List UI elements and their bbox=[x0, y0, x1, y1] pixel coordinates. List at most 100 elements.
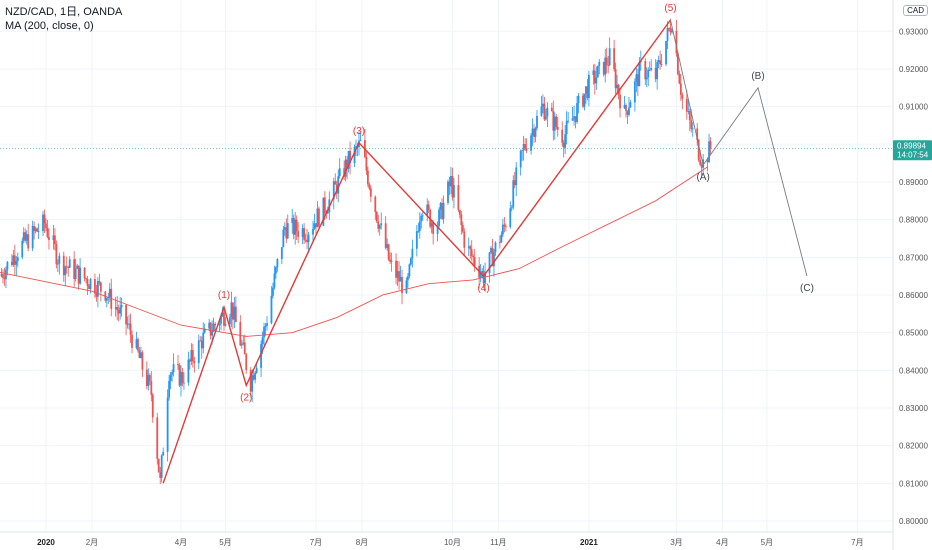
candle-body bbox=[129, 323, 132, 335]
candle-body bbox=[625, 104, 627, 111]
candle-body bbox=[583, 93, 586, 107]
y-tick-label: 0.87000 bbox=[899, 253, 928, 262]
candle-body bbox=[148, 375, 151, 382]
candle-body bbox=[473, 257, 476, 266]
candle-body bbox=[68, 259, 71, 268]
candle-body bbox=[699, 159, 702, 165]
candle-body bbox=[399, 276, 402, 282]
candle-body bbox=[233, 306, 236, 320]
candle-body bbox=[169, 374, 172, 381]
candle-body bbox=[409, 258, 412, 265]
candle-body bbox=[33, 226, 36, 231]
candle-body bbox=[145, 369, 148, 387]
candle-body bbox=[62, 255, 65, 276]
candle-body bbox=[421, 215, 424, 217]
candle-body bbox=[295, 219, 298, 232]
candle-body bbox=[700, 164, 703, 168]
candle-body bbox=[221, 312, 224, 317]
candle-body bbox=[525, 148, 528, 151]
chart-legend: NZD/CAD, 1日, OANDA MA (200, close, 0) bbox=[5, 5, 122, 33]
candle-body bbox=[140, 352, 142, 358]
candle-body bbox=[83, 267, 86, 279]
y-tick-label: 0.89000 bbox=[899, 178, 928, 187]
candle-body bbox=[190, 350, 193, 362]
candle-body bbox=[536, 115, 538, 129]
candle-body bbox=[417, 231, 420, 232]
candle-body bbox=[565, 120, 568, 135]
wave-label-b: (B) bbox=[751, 71, 764, 82]
x-tick-label: 5月 bbox=[219, 538, 231, 547]
candle-body bbox=[442, 202, 445, 219]
candle-body bbox=[159, 472, 162, 478]
candle-body bbox=[479, 273, 482, 278]
candle-body bbox=[266, 323, 268, 326]
candle-body bbox=[147, 375, 150, 387]
candle-body bbox=[119, 307, 122, 314]
candle-body bbox=[365, 157, 368, 171]
candle-body bbox=[168, 380, 171, 398]
candle-body bbox=[263, 326, 265, 338]
candle-body bbox=[203, 328, 206, 333]
candle-body bbox=[504, 226, 507, 228]
candle-body bbox=[260, 344, 262, 368]
candle-body bbox=[530, 135, 532, 151]
candle-body bbox=[602, 61, 605, 75]
candle-body bbox=[34, 228, 37, 231]
candle-body bbox=[128, 323, 130, 325]
x-tick-label: 3月 bbox=[670, 538, 682, 547]
candle-body bbox=[212, 323, 215, 332]
candle-body bbox=[387, 244, 390, 260]
candle-body bbox=[671, 30, 673, 33]
candle-body bbox=[656, 62, 659, 80]
candle-body bbox=[571, 118, 574, 121]
price-tag-box bbox=[893, 140, 932, 161]
candle-body bbox=[303, 228, 305, 240]
candle-body bbox=[89, 278, 92, 290]
candle-body bbox=[301, 228, 304, 237]
candle-body bbox=[98, 281, 101, 283]
candle-body bbox=[467, 246, 470, 248]
candle-body bbox=[243, 342, 246, 355]
candle-body bbox=[501, 224, 504, 235]
candle-body bbox=[316, 208, 319, 228]
candle-body bbox=[585, 86, 587, 94]
candle-body bbox=[151, 394, 154, 418]
candle-body bbox=[668, 27, 670, 29]
y-tick-label: 0.80000 bbox=[899, 517, 928, 526]
candle-body bbox=[114, 307, 117, 309]
candle-body bbox=[696, 128, 699, 140]
candle-body bbox=[564, 134, 567, 148]
candle-body bbox=[626, 110, 629, 115]
candle-body bbox=[200, 340, 203, 349]
candle-body bbox=[306, 239, 308, 243]
candle-body bbox=[264, 325, 267, 327]
candle-body bbox=[426, 204, 429, 216]
currency-badge[interactable]: CAD bbox=[903, 5, 928, 16]
wave-label-c: (C) bbox=[800, 283, 814, 294]
candle-body bbox=[586, 86, 589, 99]
candle-body bbox=[10, 261, 13, 265]
candle-body bbox=[469, 246, 472, 250]
candle-body bbox=[650, 68, 653, 70]
candle-body bbox=[16, 257, 19, 262]
wave-label-1: (1) bbox=[218, 290, 230, 301]
candle-body bbox=[389, 259, 392, 262]
candle-body bbox=[188, 359, 191, 362]
candle-body bbox=[343, 168, 346, 177]
candle-body bbox=[629, 102, 632, 108]
candle-body bbox=[690, 119, 693, 129]
candle-body bbox=[344, 159, 347, 177]
candle-body bbox=[418, 221, 421, 232]
candle-body bbox=[645, 77, 648, 80]
candle-body bbox=[5, 269, 7, 280]
candle-body bbox=[223, 312, 225, 326]
candle-body bbox=[312, 228, 314, 235]
candle-body bbox=[648, 69, 651, 71]
candle-body bbox=[48, 236, 50, 240]
candle-body bbox=[521, 150, 524, 152]
candle-body bbox=[6, 261, 9, 270]
candle-body bbox=[519, 150, 522, 168]
candle-body bbox=[407, 276, 409, 281]
ma-200-line bbox=[0, 166, 708, 337]
